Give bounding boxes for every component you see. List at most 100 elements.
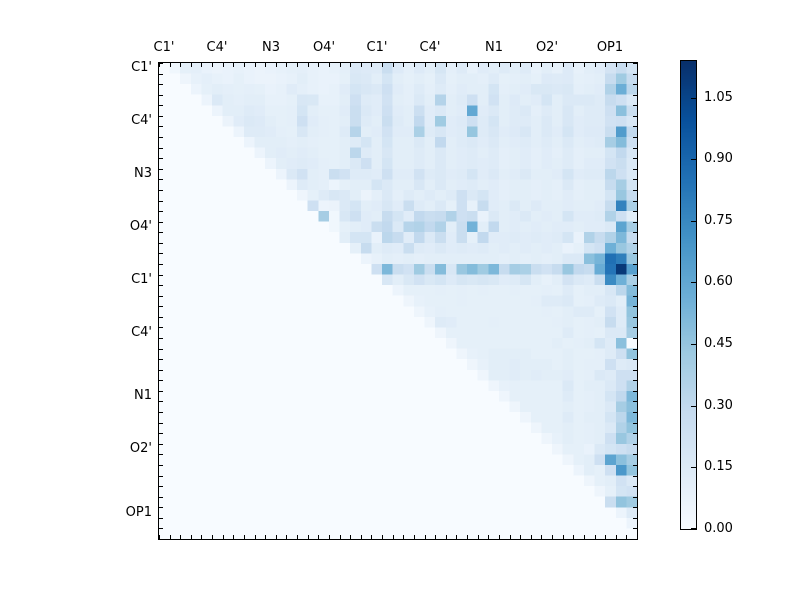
axis-tick-mark <box>340 63 341 67</box>
axis-tick-mark <box>605 63 606 67</box>
axis-tick-mark <box>159 497 163 498</box>
y-tick-label: OP1 <box>125 505 152 520</box>
x-tick-label: N1 <box>485 40 503 55</box>
axis-tick-mark <box>159 74 163 75</box>
axis-tick-mark <box>159 63 163 64</box>
axis-tick-mark <box>159 380 163 381</box>
axis-tick-mark <box>633 465 637 466</box>
axis-tick-mark <box>159 476 163 477</box>
axis-tick-mark <box>170 535 171 539</box>
axis-tick-mark <box>616 535 617 539</box>
axis-tick-mark <box>159 63 160 67</box>
axis-tick-mark <box>393 63 394 67</box>
x-tick-label: C4' <box>419 40 441 55</box>
axis-tick-mark <box>382 63 383 67</box>
heatmap-plot <box>158 62 638 540</box>
axis-tick-mark <box>414 535 415 539</box>
axis-tick-mark <box>633 63 637 64</box>
axis-tick-mark <box>276 535 277 539</box>
axis-tick-mark <box>595 63 596 67</box>
colorbar-tick-mark <box>691 406 696 407</box>
axis-tick-mark <box>605 535 606 539</box>
axis-tick-mark <box>633 539 637 540</box>
axis-tick-mark <box>633 84 637 85</box>
axis-tick-mark <box>633 285 637 286</box>
axis-tick-mark <box>159 518 163 519</box>
axis-tick-mark <box>318 63 319 67</box>
axis-tick-mark <box>633 338 637 339</box>
colorbar-tick-label: 0.75 <box>704 213 733 228</box>
axis-tick-mark <box>510 63 511 67</box>
axis-tick-mark <box>633 232 637 233</box>
axis-tick-mark <box>329 535 330 539</box>
axis-tick-mark <box>633 222 637 223</box>
y-tick-label: N3 <box>134 166 152 181</box>
axis-tick-mark <box>633 391 637 392</box>
axis-tick-mark <box>255 63 256 67</box>
axis-tick-mark <box>499 63 500 67</box>
axis-tick-mark <box>563 535 564 539</box>
axis-tick-mark <box>201 63 202 67</box>
axis-tick-mark <box>633 327 637 328</box>
axis-tick-mark <box>159 275 163 276</box>
axis-tick-mark <box>637 63 638 67</box>
colorbar-tick-mark <box>691 159 696 160</box>
axis-tick-mark <box>233 535 234 539</box>
axis-tick-mark <box>633 497 637 498</box>
axis-tick-mark <box>393 535 394 539</box>
axis-tick-mark <box>286 63 287 67</box>
heatmap-canvas <box>159 63 637 539</box>
axis-tick-mark <box>541 63 542 67</box>
colorbar-tick-mark <box>691 98 696 99</box>
axis-tick-mark <box>633 423 637 424</box>
x-tick-label: O2' <box>535 40 559 55</box>
axis-tick-mark <box>223 63 224 67</box>
y-tick-label: O2' <box>129 441 152 456</box>
axis-tick-mark <box>382 535 383 539</box>
axis-tick-mark <box>541 535 542 539</box>
axis-tick-mark <box>456 535 457 539</box>
axis-tick-mark <box>159 391 163 392</box>
axis-tick-mark <box>633 401 637 402</box>
axis-tick-mark <box>403 535 404 539</box>
axis-tick-mark <box>159 264 163 265</box>
axis-tick-mark <box>265 535 266 539</box>
axis-tick-mark <box>308 535 309 539</box>
x-tick-label: C4' <box>206 40 228 55</box>
y-tick-label: C4' <box>131 113 152 128</box>
axis-tick-mark <box>159 370 163 371</box>
y-tick-label: C1' <box>131 272 152 287</box>
colorbar-tick-mark <box>691 528 696 529</box>
axis-tick-mark <box>159 243 163 244</box>
axis-tick-mark <box>265 63 266 67</box>
axis-tick-mark <box>478 535 479 539</box>
axis-tick-mark <box>223 535 224 539</box>
axis-tick-mark <box>180 535 181 539</box>
axis-tick-mark <box>637 535 638 539</box>
axis-tick-mark <box>159 169 163 170</box>
axis-tick-mark <box>510 535 511 539</box>
colorbar-tick-label: 0.45 <box>704 336 733 351</box>
y-tick-label: C4' <box>131 325 152 340</box>
axis-tick-mark <box>626 63 627 67</box>
axis-tick-mark <box>159 423 163 424</box>
colorbar-tick-label: 0.90 <box>704 151 733 166</box>
axis-tick-mark <box>159 433 163 434</box>
axis-tick-mark <box>425 535 426 539</box>
axis-tick-mark <box>159 116 163 117</box>
axis-tick-mark <box>446 63 447 67</box>
axis-tick-mark <box>633 317 637 318</box>
axis-tick-mark <box>329 63 330 67</box>
axis-tick-mark <box>633 264 637 265</box>
axis-tick-mark <box>633 275 637 276</box>
colorbar-tick-mark <box>691 221 696 222</box>
axis-tick-mark <box>633 359 637 360</box>
axis-tick-mark <box>371 63 372 67</box>
colorbar-tick-mark <box>691 467 696 468</box>
axis-tick-mark <box>159 84 163 85</box>
axis-tick-mark <box>159 95 163 96</box>
axis-tick-mark <box>212 63 213 67</box>
axis-tick-mark <box>633 433 637 434</box>
axis-tick-mark <box>633 201 637 202</box>
